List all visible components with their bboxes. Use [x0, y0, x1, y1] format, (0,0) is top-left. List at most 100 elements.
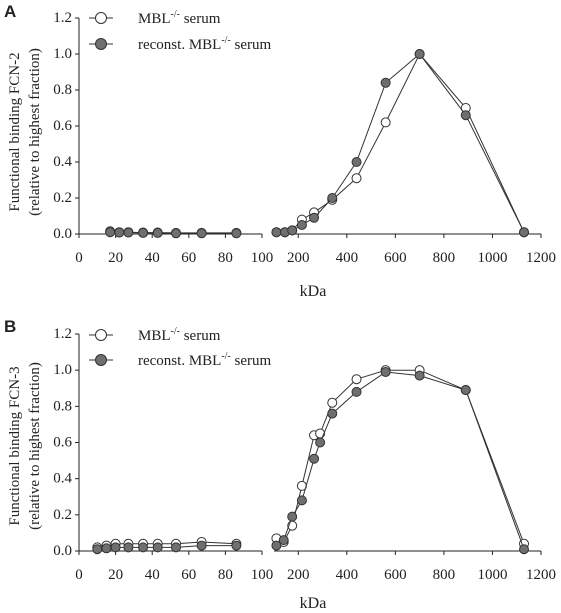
series-1-point	[231, 540, 242, 551]
y-tick-label: 0.4	[53, 154, 72, 170]
y-tick-label: 0.8	[53, 82, 72, 98]
panel-b-x-label: kDa	[300, 595, 327, 612]
panel-b-y-axis-sublabel: (relative to highest fraction)	[27, 362, 43, 530]
series-1-point	[380, 366, 391, 377]
series-1-point	[92, 544, 103, 555]
x-tick-label: 400	[336, 567, 359, 583]
panel-a-x-label: kDa	[300, 283, 327, 300]
x-tick-label: 60	[181, 567, 196, 583]
series-1-point	[123, 227, 134, 238]
legend-label-base: MBL	[138, 328, 171, 344]
legend-marker	[95, 354, 107, 366]
panel-b-y-label: Functional binding FCN-3	[7, 366, 23, 525]
series-1-point	[519, 544, 530, 555]
series-1-point	[460, 385, 471, 396]
series-1-point	[271, 540, 282, 551]
series-1-point	[152, 227, 163, 238]
legend-label: MBL-/- serum	[138, 9, 221, 27]
legend-label-rest: serum	[180, 328, 221, 344]
x-tick-label: 400	[336, 250, 359, 266]
legend-label-base: reconst. MBL	[138, 353, 221, 369]
x-tick-label: 80	[218, 250, 233, 266]
x-tick-label: 800	[433, 567, 456, 583]
series-1-point	[380, 77, 391, 88]
x-tick-label: 100	[251, 567, 274, 583]
legend-label-rest: serum	[231, 37, 272, 53]
series-1-point	[196, 540, 207, 551]
x-tick-label: 200	[287, 567, 310, 583]
legend-label: reconst. MBL-/- serum	[138, 351, 272, 369]
series-1-point	[315, 437, 326, 448]
series-1-point	[271, 227, 282, 238]
x-tick-label: 200	[287, 250, 310, 266]
series-1-point	[351, 386, 362, 397]
series-1-point	[327, 193, 338, 203]
y-tick-label: 0.6	[53, 118, 72, 134]
y-tick-label: 0.6	[53, 435, 72, 451]
series-1-point	[123, 542, 134, 553]
legend-marker	[95, 329, 107, 341]
legend-label-base: MBL	[138, 11, 171, 27]
series-1-point	[309, 212, 320, 223]
series-1-point	[309, 453, 320, 464]
legend-marker	[95, 12, 107, 24]
series-0-point	[351, 374, 362, 385]
series-1-point	[101, 543, 112, 554]
legend-label: MBL-/- serum	[138, 326, 221, 344]
series-1-point	[138, 227, 149, 238]
x-tick-label: 1000	[477, 567, 507, 583]
series-1-point	[110, 542, 121, 553]
y-tick-label: 0.2	[53, 190, 72, 206]
series-1-point	[196, 228, 207, 239]
legend-label-superscript: -/-	[221, 35, 230, 46]
series-1-point	[170, 542, 181, 553]
legend-label: reconst. MBL-/- serum	[138, 35, 272, 53]
x-tick-label: 20	[108, 250, 123, 266]
series-1-line-right	[276, 53, 525, 233]
x-tick-label: 800	[433, 250, 456, 266]
y-tick-label: 0.0	[53, 543, 72, 559]
x-tick-label: 1200	[526, 567, 556, 583]
series-1-point	[287, 511, 298, 522]
series-1-point	[287, 225, 298, 236]
series-1-point	[231, 228, 242, 239]
panel-b: B Functional binding FCN-3 (relative to …	[4, 317, 556, 612]
series-1-point	[278, 535, 289, 546]
series-0-point	[327, 397, 338, 408]
legend-label-superscript: -/-	[171, 9, 180, 20]
panel-b-y-sublabel: (relative to highest fraction)	[27, 362, 43, 530]
y-tick-label: 1.0	[53, 46, 72, 62]
x-tick-label: 80	[218, 567, 233, 583]
x-tick-label: 1000	[477, 250, 507, 266]
legend-label-superscript: -/-	[221, 351, 230, 362]
legend-label-rest: serum	[180, 11, 221, 27]
legend-label-base: reconst. MBL	[138, 37, 221, 53]
x-tick-label: 1200	[526, 250, 556, 266]
x-tick-label: 600	[384, 250, 407, 266]
panel-a-y-axis-sublabel: (relative to highest fraction)	[27, 48, 43, 216]
series-1-point	[519, 227, 530, 238]
series-1-point	[152, 542, 163, 553]
x-tick-label: 100	[251, 250, 274, 266]
legend-label-superscript: -/-	[171, 326, 180, 337]
y-tick-label: 1.0	[53, 362, 72, 378]
series-1-point	[105, 227, 116, 238]
y-tick-label: 1.2	[53, 10, 72, 26]
series-1-point	[414, 49, 425, 59]
series-1-point	[138, 542, 149, 553]
legend-label-rest: serum	[231, 353, 272, 369]
series-1-point	[296, 495, 307, 506]
panel-b-y-axis-label: Functional binding FCN-3	[7, 366, 23, 525]
series-1-point	[414, 370, 425, 381]
y-tick-label: 0.0	[53, 226, 72, 242]
series-1-point	[114, 227, 125, 238]
x-tick-label: 40	[145, 250, 160, 266]
panel-a-letter: A	[4, 2, 16, 21]
panel-b-letter: B	[4, 317, 16, 336]
x-tick-label: 0	[75, 567, 83, 583]
series-0-point	[315, 428, 326, 439]
y-tick-label: 1.2	[53, 326, 72, 342]
series-0-point	[351, 173, 362, 184]
y-tick-label: 0.4	[53, 471, 72, 487]
series-1-point	[170, 228, 181, 239]
